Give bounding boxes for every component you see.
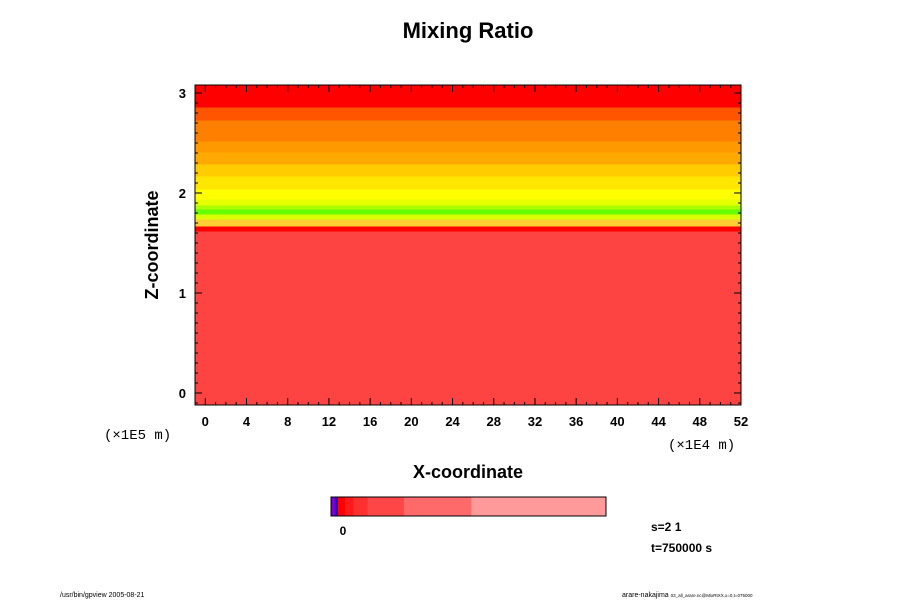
footer-right-small: 03_all_arare.nc@MixRtXX,x=0,t=075000 <box>671 593 753 598</box>
colorbar-tick-label: 0 <box>340 524 347 538</box>
colorbar-segment <box>471 497 607 516</box>
footer-left: /usr/bin/gpview 2005-08-21 <box>60 592 145 599</box>
footer-right-main: arare-nakajima <box>622 592 669 599</box>
contour-band-12 <box>195 120 741 142</box>
y-tick-label: 2 <box>179 186 186 201</box>
contour-band-13 <box>195 107 741 121</box>
y-tick-label: 1 <box>179 286 186 301</box>
colorbar-segment <box>403 497 472 516</box>
colorbar-segment <box>345 497 354 516</box>
contour-band-5 <box>195 205 741 210</box>
contour-band-11 <box>195 141 741 153</box>
contour-band-9 <box>195 164 741 177</box>
contour-band-2 <box>195 219 741 227</box>
contour-band-8 <box>195 176 741 190</box>
x-tick-label: 24 <box>445 414 460 429</box>
colorbar-segment <box>335 497 339 516</box>
contour-band-1 <box>195 226 741 232</box>
y-scale-label: (×1E5 m) <box>104 428 171 444</box>
contour-bands <box>195 85 741 406</box>
x-scale-label: (×1E4 m) <box>668 438 735 454</box>
info-s: s=2 1 <box>651 520 682 534</box>
colorbar-segment <box>338 497 346 516</box>
colorbar-frame <box>330 496 607 517</box>
y-axis-label: Z-coordinate <box>142 190 162 299</box>
x-tick-label: 16 <box>363 414 377 429</box>
colorbar: 0 <box>330 496 607 538</box>
x-tick-label: 40 <box>610 414 624 429</box>
x-tick-label: 28 <box>487 414 501 429</box>
y-tick-label: 3 <box>179 86 186 101</box>
x-tick-label: 12 <box>322 414 336 429</box>
contour-band-14 <box>195 85 741 108</box>
x-tick-label: 48 <box>693 414 707 429</box>
info-t: t=750000 s <box>651 541 712 555</box>
x-tick-label: 4 <box>243 414 251 429</box>
contour-band-6 <box>195 199 741 206</box>
x-tick-label: 36 <box>569 414 583 429</box>
chart-title: Mixing Ratio <box>403 18 534 43</box>
x-tick-label: 52 <box>734 414 748 429</box>
contour-band-7 <box>195 189 741 200</box>
footer-right: arare-nakajima 03_all_arare.nc@MixRtXX,x… <box>622 592 753 599</box>
colorbar-segment <box>367 497 405 516</box>
x-tick-label: 44 <box>651 414 666 429</box>
contour-band-0 <box>195 231 741 406</box>
colorbar-segment <box>331 497 336 516</box>
contour-band-10 <box>195 152 741 165</box>
contour-band-3 <box>195 214 741 220</box>
plot-frame <box>194 84 742 406</box>
x-tick-label: 32 <box>528 414 542 429</box>
x-tick-label: 0 <box>202 414 209 429</box>
x-tick-label: 20 <box>404 414 418 429</box>
x-tick-label: 8 <box>284 414 291 429</box>
contour-band-4 <box>195 209 741 215</box>
x-axis-label: X-coordinate <box>413 462 523 482</box>
y-tick-label: 0 <box>179 386 186 401</box>
colorbar-segment <box>353 497 368 516</box>
